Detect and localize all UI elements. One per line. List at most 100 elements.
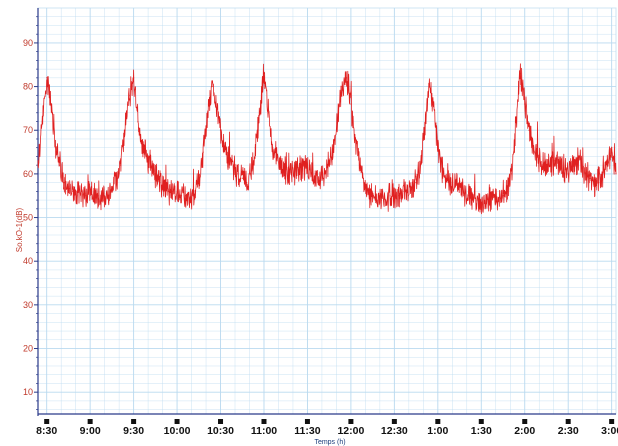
data-point (406, 190, 408, 192)
data-point (350, 103, 352, 105)
data-point (141, 147, 143, 149)
data-point (41, 120, 43, 123)
data-point (554, 160, 556, 162)
data-point (159, 182, 161, 184)
data-point (146, 155, 148, 158)
data-point (332, 147, 335, 149)
x-tick-marker (131, 419, 137, 424)
data-point (219, 129, 222, 131)
data-point (467, 195, 469, 197)
data-point (85, 195, 87, 197)
y-tick-label: 20 (23, 344, 33, 354)
y-tick-label: 50 (23, 213, 33, 223)
x-tick-label: 2:30 (558, 425, 579, 437)
data-point (541, 164, 543, 166)
data-point (98, 195, 100, 197)
data-point (241, 177, 243, 179)
y-tick-label: 10 (23, 387, 33, 397)
data-point (615, 173, 617, 175)
data-point (419, 164, 422, 166)
data-point (124, 129, 126, 131)
data-point (571, 164, 574, 166)
data-point (67, 186, 70, 188)
data-point (206, 116, 209, 118)
data-point (276, 160, 278, 162)
x-tick-marker (348, 419, 354, 424)
data-point (611, 147, 613, 149)
x-tick-marker (174, 419, 180, 424)
data-point (285, 168, 287, 171)
x-tick-marker (261, 419, 267, 424)
x-tick-label: 12:30 (381, 425, 408, 437)
data-point (354, 138, 356, 140)
x-tick-label: 9:00 (80, 425, 101, 437)
data-point (385, 199, 387, 201)
data-point (584, 173, 587, 175)
data-point (537, 155, 539, 158)
data-point (232, 168, 235, 171)
x-tick-marker (609, 419, 615, 424)
data-point (458, 186, 461, 188)
data-point (167, 190, 169, 192)
data-point (254, 147, 256, 149)
tick-labels: 10 20 30 40 50 60 70 80 90 8:30 9:00 9:30 10:00 10:30… (23, 38, 618, 437)
data-point (246, 182, 248, 184)
data-point (289, 173, 291, 175)
data-point (185, 195, 187, 197)
x-tick-label: 12:00 (337, 425, 364, 437)
noise-trace (37, 63, 617, 215)
data-point (128, 94, 130, 96)
data-point (424, 129, 426, 131)
y-tick-label: 30 (23, 300, 33, 310)
data-point (172, 190, 174, 192)
x-tick-marker (435, 419, 441, 424)
data-point (202, 151, 204, 153)
data-point (606, 164, 608, 166)
data-point (502, 195, 504, 197)
x-tick-marker (87, 419, 93, 424)
x-tick-label: 10:30 (207, 425, 234, 437)
data-point (154, 173, 156, 175)
data-point (393, 195, 395, 197)
y-axis-title: So.kO-1(dB) (15, 207, 24, 252)
data-point (315, 173, 317, 175)
x-tick-label: 10:00 (164, 425, 191, 437)
data-point (602, 173, 604, 175)
data-point (493, 195, 495, 197)
data-point (415, 182, 417, 184)
x-tick-label: 9:30 (123, 425, 144, 437)
x-tick-label: 1:30 (471, 425, 492, 437)
data-point (489, 199, 491, 201)
data-point (389, 195, 391, 197)
data-point (193, 195, 196, 197)
data-point (180, 195, 183, 197)
x-tick-label: 8:30 (36, 425, 57, 437)
x-tick-marker (44, 419, 50, 424)
data-point (328, 164, 330, 166)
data-point (476, 199, 478, 201)
data-point (545, 168, 548, 171)
data-point (524, 103, 526, 105)
y-tick-label: 40 (23, 256, 33, 266)
data-point (63, 182, 65, 184)
data-point (115, 182, 117, 184)
data-point (363, 182, 365, 184)
data-point (593, 182, 595, 184)
data-point (519, 72, 521, 75)
y-tick-label: 80 (23, 82, 33, 92)
data-point (76, 195, 78, 197)
x-tick-label: 11:30 (294, 425, 320, 437)
axes (34, 8, 616, 424)
data-point (319, 177, 322, 179)
data-point (437, 147, 439, 149)
data-point (558, 164, 561, 166)
data-point (111, 190, 113, 192)
data-point (272, 147, 274, 149)
data-point (380, 199, 382, 201)
x-tick-marker (218, 419, 224, 424)
data-point (72, 190, 74, 192)
data-point (89, 190, 91, 192)
data-point (411, 186, 413, 188)
data-point (441, 168, 443, 171)
